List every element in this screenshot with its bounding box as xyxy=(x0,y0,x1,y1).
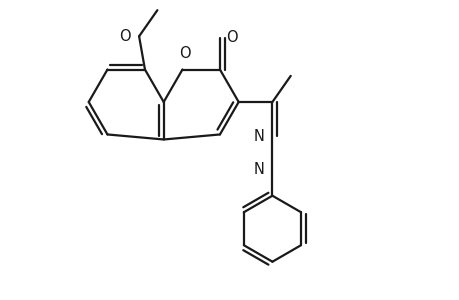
Text: N: N xyxy=(253,162,263,177)
Text: N: N xyxy=(253,129,263,144)
Text: O: O xyxy=(119,29,130,44)
Text: O: O xyxy=(179,46,190,61)
Text: O: O xyxy=(225,30,237,45)
